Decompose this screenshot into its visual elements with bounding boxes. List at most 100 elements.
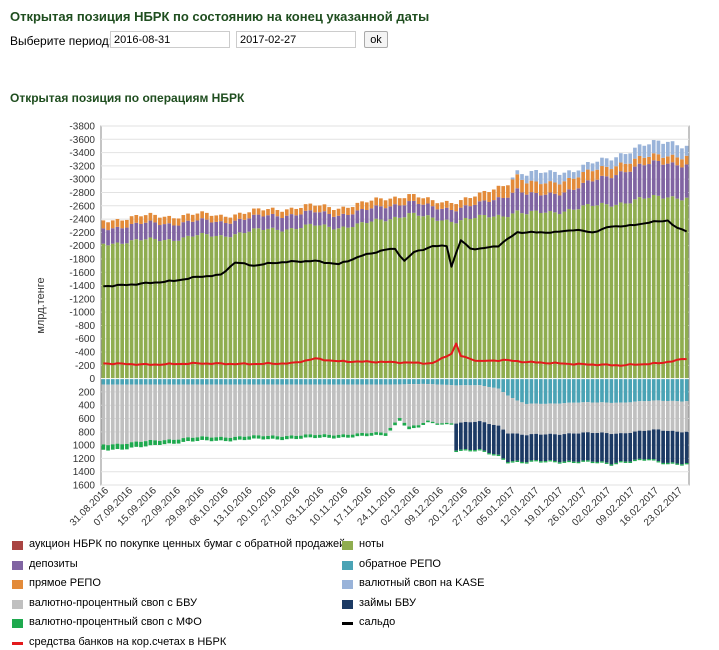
bar-segment <box>628 203 633 379</box>
date-to-input[interactable] <box>236 31 356 48</box>
bar-segment <box>350 227 355 379</box>
chart-title: Открытая позиция по операциям НБРК <box>10 91 245 105</box>
legend-label: ноты <box>359 538 384 550</box>
bar-segment <box>110 243 115 379</box>
bar-segment <box>576 170 581 178</box>
y-tick-label: 0 <box>89 374 95 385</box>
bar-segment <box>120 444 124 450</box>
bar-segment <box>595 161 600 170</box>
bar-segment <box>600 202 604 379</box>
bar-segment <box>618 162 623 172</box>
bar-segment <box>440 202 444 209</box>
bar-segment <box>647 401 651 431</box>
bar-segment <box>360 222 364 379</box>
bar-segment <box>581 402 585 433</box>
bar-segment <box>402 198 407 206</box>
bar-segment <box>529 171 534 181</box>
bar-segment <box>275 216 280 230</box>
bar-segment <box>628 153 633 164</box>
bar-segment <box>317 212 322 226</box>
bar-segment <box>562 461 567 463</box>
bar-segment <box>393 422 397 426</box>
legend-swatch <box>12 641 23 645</box>
bar-segment <box>181 384 186 439</box>
bar-segment <box>181 378 186 385</box>
bar-segment <box>322 224 327 379</box>
bar-segment <box>604 433 609 463</box>
bar-segment <box>628 171 633 204</box>
bar-segment <box>341 384 346 435</box>
bar-segment <box>176 240 181 379</box>
bar-segment <box>223 378 228 385</box>
bar-segment <box>459 385 463 423</box>
bar-segment <box>393 216 397 379</box>
bar-segment <box>275 210 280 217</box>
bar-segment <box>237 378 242 385</box>
bar-segment <box>515 174 520 189</box>
legend-swatch <box>12 541 23 550</box>
bar-segment <box>303 384 308 435</box>
bar-segment <box>633 147 637 159</box>
bar-segment <box>421 198 426 205</box>
bar-segment <box>374 197 379 206</box>
bar-segment <box>567 433 571 461</box>
bar-segment <box>346 207 350 215</box>
series-line <box>103 219 688 288</box>
bar-segment <box>571 402 576 434</box>
bar-segment <box>670 430 675 463</box>
bar-segment <box>534 433 538 461</box>
y-tick-label: -1000 <box>69 308 95 319</box>
bar-segment <box>430 200 435 207</box>
bar-segment <box>190 384 195 438</box>
bar-segment <box>393 204 397 217</box>
bar-segment <box>496 214 501 379</box>
bar-segment <box>661 164 665 199</box>
bar-segment <box>355 202 360 211</box>
bar-segment <box>383 208 388 222</box>
bar-segment <box>421 422 426 425</box>
bar-segment <box>600 402 604 433</box>
date-from-input[interactable] <box>110 31 230 48</box>
bar-segment <box>496 454 501 457</box>
y-tick-label: 1000 <box>73 441 96 452</box>
y-tick-label: -2400 <box>69 215 95 226</box>
bar-segment <box>557 434 562 463</box>
bar-segment <box>190 214 195 222</box>
y-axis-label: млрд.тенге <box>35 277 47 333</box>
bar-segment <box>656 461 661 463</box>
bar-segment <box>538 403 543 435</box>
bar-segment <box>360 384 364 434</box>
bar-segment <box>266 209 270 216</box>
bar-segment <box>397 378 402 385</box>
bar-segment <box>571 209 576 379</box>
bar-segment <box>581 432 585 461</box>
legend-swatch <box>342 541 353 550</box>
bar-segment <box>101 378 106 385</box>
bar-segment <box>350 214 355 228</box>
bar-segment <box>402 378 407 385</box>
bar-segment <box>393 196 397 205</box>
bar-segment <box>435 220 440 379</box>
bar-segment <box>388 198 393 207</box>
bar-segment <box>477 201 482 215</box>
bar-segment <box>473 421 477 451</box>
bar-segment <box>562 403 567 435</box>
legend-label: валютно-процентный своп с МФО <box>29 616 202 628</box>
ok-button[interactable]: ok <box>364 31 388 48</box>
bar-segment <box>369 200 374 209</box>
bar-segment <box>247 212 252 219</box>
bar-segment <box>524 175 529 184</box>
bar-segment <box>633 158 637 167</box>
bar-segment <box>595 205 600 379</box>
bar-segment <box>656 195 661 379</box>
bar-segment <box>200 384 204 437</box>
bar-segment <box>642 198 647 379</box>
legend-label: обратное РЕПО <box>359 557 441 570</box>
bar-segment <box>139 441 143 448</box>
bar-segment <box>435 423 440 425</box>
bar-segment <box>600 432 604 462</box>
bar-segment <box>459 207 463 221</box>
bar-segment <box>120 378 124 385</box>
bar-segment <box>586 169 590 181</box>
bar-segment <box>101 228 106 244</box>
